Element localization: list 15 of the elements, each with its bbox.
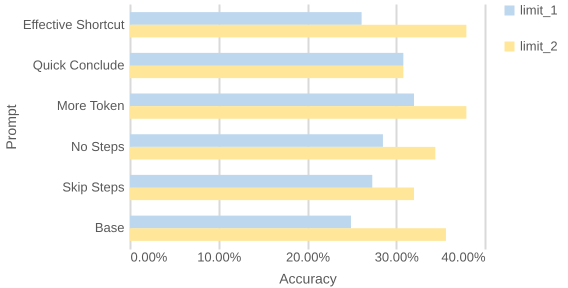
x-tick-label: 40.00% xyxy=(441,250,486,264)
x-tick-label: 0.00% xyxy=(130,250,168,264)
y-tick-label: More Token xyxy=(56,98,124,114)
y-axis-title: Prompt xyxy=(2,104,19,150)
x-tick-label: 30.00% xyxy=(374,250,420,264)
legend-label: limit_1 xyxy=(520,2,558,18)
y-tick-label: No Steps xyxy=(71,138,125,154)
y-tick-label: Effective Shortcut xyxy=(22,16,125,32)
x-tick-label: 20.00% xyxy=(286,250,330,264)
legend-label: limit_2 xyxy=(520,38,558,54)
y-tick-label: Quick Conclude xyxy=(32,57,124,72)
y-tick-label: Base xyxy=(94,220,124,236)
y-tick-label: Skip Steps xyxy=(62,180,125,195)
x-axis-title: Accuracy xyxy=(279,270,337,286)
x-tick-label: 10.00% xyxy=(197,250,242,264)
